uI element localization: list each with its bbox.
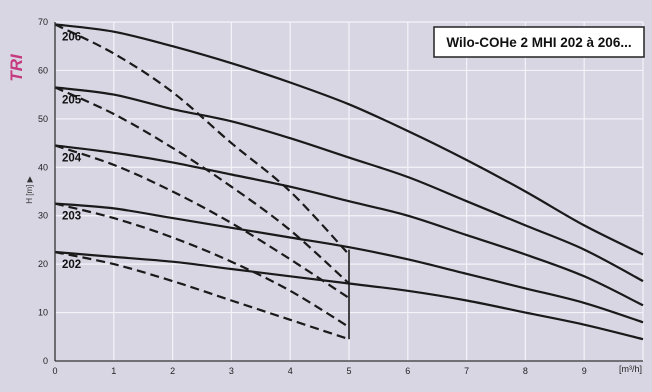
x-tick-label: 6 <box>405 366 410 376</box>
y-tick-label: 30 <box>38 211 48 221</box>
curve-lines <box>54 23 644 341</box>
series-label-206: 206 <box>62 31 81 43</box>
y-axis-title: H [m] ▶ <box>25 175 34 203</box>
x-axis-title: [m³/h] <box>619 364 642 374</box>
series-labels: 206 205 204 203 202 <box>62 31 82 271</box>
chart-title-box: Wilo-COHe 2 MHI 202 à 206... <box>433 26 645 58</box>
x-tick-label: 7 <box>464 366 469 376</box>
series-label-203: 203 <box>62 211 81 223</box>
y-tick-label: 50 <box>38 114 48 124</box>
x-tick-label: 9 <box>582 366 587 376</box>
series-203-solid-curve <box>54 202 644 324</box>
chart-title-rect <box>433 26 645 58</box>
y-tick-label: 20 <box>38 259 48 269</box>
x-tick-label: 1 <box>111 366 116 376</box>
series-205-dashed-curve <box>54 86 350 285</box>
series-label-202: 202 <box>62 259 81 271</box>
x-tick-label: 8 <box>523 366 528 376</box>
series-206-solid-curve <box>54 23 644 256</box>
series-label-204: 204 <box>62 152 82 164</box>
y-tick-label: 60 <box>38 65 48 75</box>
series-label-205: 205 <box>62 94 82 106</box>
series-204-dashed-curve <box>54 144 350 299</box>
y-tick-label: 70 <box>38 17 48 27</box>
x-tick-label: 2 <box>170 366 175 376</box>
y-tick-label: 0 <box>43 356 48 366</box>
axes <box>54 22 643 362</box>
series-205-solid-curve <box>54 86 644 283</box>
x-tick-label: 0 <box>52 366 57 376</box>
chart-title: Wilo-COHe 2 MHI 202 à 206... <box>446 35 631 50</box>
grid-lines <box>55 21 644 361</box>
series-206-dashed-curve <box>54 23 350 256</box>
series-204-solid-curve <box>54 144 644 307</box>
y-tick-label: 10 <box>38 308 48 318</box>
tick-labels: 0 1 2 3 4 5 6 7 8 9 0 10 20 30 40 50 60 70 <box>38 17 587 376</box>
x-tick-label: 4 <box>288 366 293 376</box>
x-tick-label: 3 <box>229 366 234 376</box>
side-label-tri: TRI <box>7 53 26 82</box>
x-tick-label: 5 <box>346 366 351 376</box>
y-tick-label: 40 <box>38 162 48 172</box>
series-203-dashed-curve <box>54 202 350 329</box>
